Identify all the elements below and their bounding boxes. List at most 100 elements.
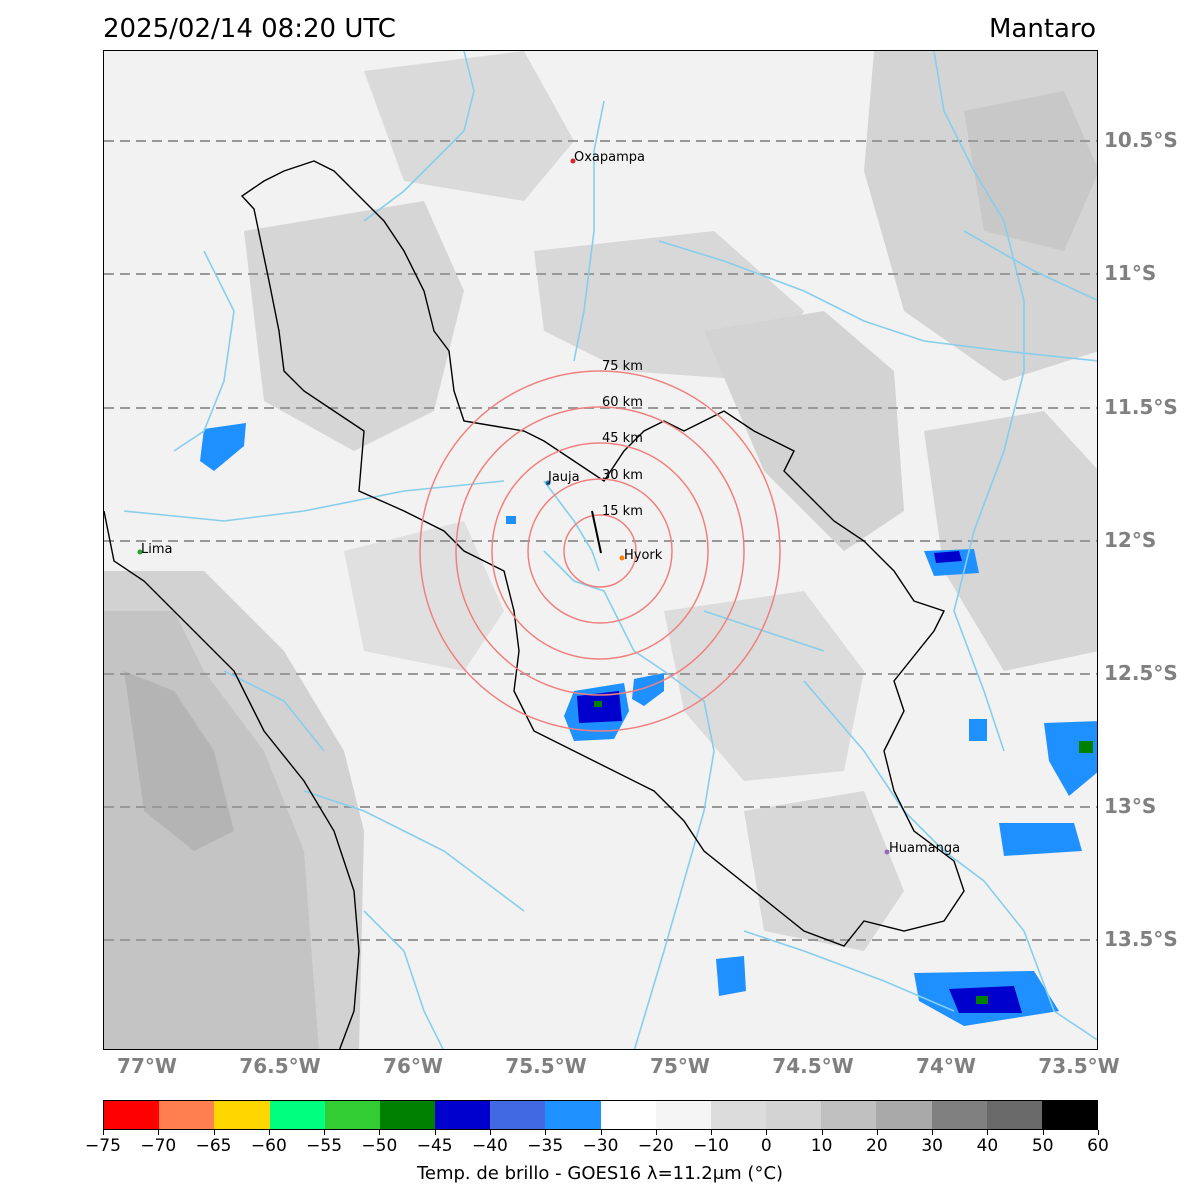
colorbar-tick-label: 40: [976, 1136, 999, 1156]
colorbar-tick-label: 0: [760, 1136, 772, 1156]
colorbar-swatch: [600, 1101, 656, 1129]
colorbar-tick-mark: [1098, 1130, 1099, 1135]
ring-label-15km: 15 km: [602, 504, 643, 519]
colorbar-tick-label: −40: [471, 1136, 508, 1156]
lon-label-74w: 74°W: [916, 1054, 976, 1078]
lat-label-10-5s: 10.5°S: [1104, 128, 1178, 152]
colorbar-tick-mark: [379, 1130, 381, 1135]
colorbar-label: Temp. de brillo - GOES16 λ=11.2μm (°C): [416, 1163, 784, 1184]
colorbar-tick-mark: [987, 1130, 989, 1135]
jauja-marker: [545, 480, 551, 486]
colorbar-tick-label: −65: [195, 1136, 232, 1156]
lat-label-13-5s: 13.5°S: [1104, 927, 1178, 951]
rivers: [123, 51, 1097, 1049]
lima-marker: [137, 549, 143, 555]
lat-label-13s: 13°S: [1104, 794, 1157, 818]
colorbar-tick-label: −45: [416, 1136, 453, 1156]
colorbar-tick-mark: [876, 1130, 878, 1135]
city-label-huamanga: Huamanga: [889, 841, 960, 856]
map-canvas: Oxapampa Jauja Hyork Lima Huamanga 15 km…: [104, 51, 1097, 1049]
lon-label-74-5w: 74.5°W: [772, 1054, 854, 1078]
lon-label-76w: 76°W: [383, 1054, 443, 1078]
colorbar-tick-label: 20: [866, 1136, 888, 1156]
colorbar-swatch: [545, 1101, 601, 1129]
colorbar-swatch: [710, 1101, 767, 1129]
colorbar-swatch: [876, 1101, 932, 1129]
colorbar-tick-mark: [766, 1130, 768, 1135]
latitude-gridlines: [104, 140, 1097, 941]
hyork-marker: [619, 555, 625, 561]
colorbar-swatch: [159, 1101, 215, 1129]
colorbar-swatch: [931, 1101, 987, 1129]
ring-label-75km: 75 km: [602, 359, 643, 374]
temperature-colorbar: [103, 1100, 1098, 1130]
colorbar-tick-mark: [489, 1130, 491, 1135]
colorbar-tick-label: −70: [140, 1136, 177, 1156]
colorbar-swatch: [214, 1101, 270, 1129]
city-label-oxapampa: Oxapampa: [574, 150, 645, 165]
colorbar-tick-label: −10: [693, 1136, 729, 1156]
colorbar-swatch: [986, 1101, 1042, 1129]
colorbar-tick-label: −75: [85, 1136, 121, 1156]
cold-cloud-patches: [200, 423, 1097, 1026]
colorbar-tick-mark: [213, 1130, 215, 1135]
colorbar-swatch: [490, 1101, 546, 1129]
coastline: [104, 510, 360, 1049]
colorbar-tick-label: −20: [637, 1136, 674, 1156]
colorbar-swatch: [324, 1101, 380, 1129]
colorbar-tick-label: −60: [250, 1136, 287, 1156]
mantaro-basin-outline: [240, 160, 965, 947]
colorbar-tick-mark: [158, 1130, 160, 1135]
colorbar-tick-label: 10: [810, 1136, 833, 1156]
colorbar-swatch: [655, 1101, 711, 1129]
colorbar-tick-mark: [600, 1130, 602, 1135]
region-title: Mantaro: [989, 14, 1096, 44]
city-label-hyork: Hyork: [624, 548, 663, 563]
lon-label-77w: 77°W: [117, 1054, 177, 1078]
colorbar-tick-label: 30: [921, 1136, 943, 1156]
colorbar-swatch: [104, 1101, 160, 1129]
colorbar-tick-mark: [711, 1130, 713, 1135]
lon-label-73-5w: 73.5°W: [1038, 1054, 1120, 1078]
colorbar-swatch: [379, 1101, 436, 1129]
ring-label-60km: 60 km: [602, 395, 643, 410]
colorbar-tick-label: 60: [1087, 1136, 1109, 1156]
colorbar-swatch: [821, 1101, 877, 1129]
ring-label-30km: 30 km: [602, 468, 643, 483]
colorbar-tick-label: −55: [306, 1136, 343, 1156]
lat-label-12-5s: 12.5°S: [1104, 661, 1178, 685]
colorbar-tick-mark: [324, 1130, 326, 1135]
colorbar-tick-mark: [1042, 1130, 1044, 1135]
lat-label-12s: 12°S: [1104, 528, 1157, 552]
city-label-jauja: Jauja: [547, 470, 580, 485]
colorbar-swatch: [269, 1101, 325, 1129]
colorbar-tick-label: −30: [582, 1136, 619, 1156]
satellite-map[interactable]: Oxapampa Jauja Hyork Lima Huamanga 15 km…: [103, 50, 1098, 1050]
colorbar-tick-label: −50: [361, 1136, 398, 1156]
range-rings: [419, 370, 781, 732]
lon-label-76-5w: 76.5°W: [239, 1054, 321, 1078]
colorbar-tick-mark: [932, 1130, 934, 1135]
colorbar-tick-label: −35: [527, 1136, 564, 1156]
colorbar-swatch: [1041, 1101, 1098, 1129]
colorbar-tick-mark: [545, 1130, 547, 1135]
colorbar-tick-mark: [821, 1130, 823, 1135]
oxapampa-marker: [570, 158, 576, 164]
lat-label-11-5s: 11.5°S: [1104, 395, 1178, 419]
city-markers: [137, 158, 890, 855]
lon-label-75w: 75°W: [650, 1054, 710, 1078]
city-label-lima: Lima: [141, 542, 172, 557]
colorbar-tick-label: 50: [1031, 1136, 1054, 1156]
radar-beam: [591, 510, 602, 554]
colorbar-tick-mark: [655, 1130, 657, 1135]
colorbar-swatch: [766, 1101, 822, 1129]
colorbar-tick-mark: [434, 1130, 436, 1135]
lon-label-75-5w: 75.5°W: [505, 1054, 587, 1078]
huamanga-marker: [884, 849, 890, 855]
colorbar-tick-mark: [268, 1130, 270, 1135]
colorbar-swatch: [435, 1101, 491, 1129]
ring-label-45km: 45 km: [602, 431, 643, 446]
lat-label-11s: 11°S: [1104, 261, 1157, 285]
colorbar-tick-mark: [103, 1130, 104, 1135]
datetime-title: 2025/02/14 08:20 UTC: [103, 14, 396, 44]
